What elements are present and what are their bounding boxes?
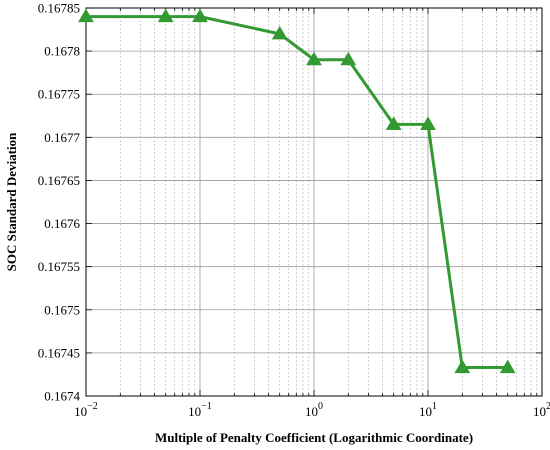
y-tick-label: 0.1675 <box>44 302 80 317</box>
data-point-marker <box>420 116 436 130</box>
x-axis-label: Multiple of Penalty Coefficient (Logarit… <box>155 430 473 445</box>
y-tick-label: 0.16785 <box>38 1 80 16</box>
x-tick-label: 10−1 <box>188 401 212 419</box>
data-point-marker <box>454 359 471 374</box>
y-tick-label: 0.1677 <box>44 130 80 145</box>
x-tick-label: 10−2 <box>74 401 98 419</box>
y-tick-label: 0.1674 <box>44 389 80 404</box>
x-tick-label: 101 <box>419 401 437 419</box>
data-point-marker <box>499 359 516 374</box>
data-point-marker <box>385 116 402 130</box>
data-point-marker <box>157 8 174 23</box>
data-point-marker <box>192 8 208 23</box>
data-point-marker <box>306 51 322 66</box>
y-tick-label: 0.1676 <box>44 216 80 231</box>
x-tick-label: 102 <box>533 401 550 419</box>
data-point-marker <box>78 8 94 23</box>
x-tick-label: 100 <box>305 401 323 419</box>
series-line <box>86 15 508 370</box>
data-point-marker <box>340 51 357 66</box>
y-tick-label: 0.16765 <box>38 173 80 188</box>
y-tick-label: 0.16775 <box>38 87 80 102</box>
y-tick-label: 0.1678 <box>44 44 80 59</box>
data-point-marker <box>271 25 288 40</box>
y-tick-label: 0.16745 <box>38 345 80 360</box>
grid <box>86 8 542 396</box>
tick-labels: 0.1674 0.16745 0.1675 0.16755 0.1676 0.16765 0… <box>38 1 550 420</box>
series-layer <box>78 8 516 374</box>
y-axis-label: SOC Standard Deviation <box>4 132 19 271</box>
y-tick-label: 0.16755 <box>38 259 80 274</box>
